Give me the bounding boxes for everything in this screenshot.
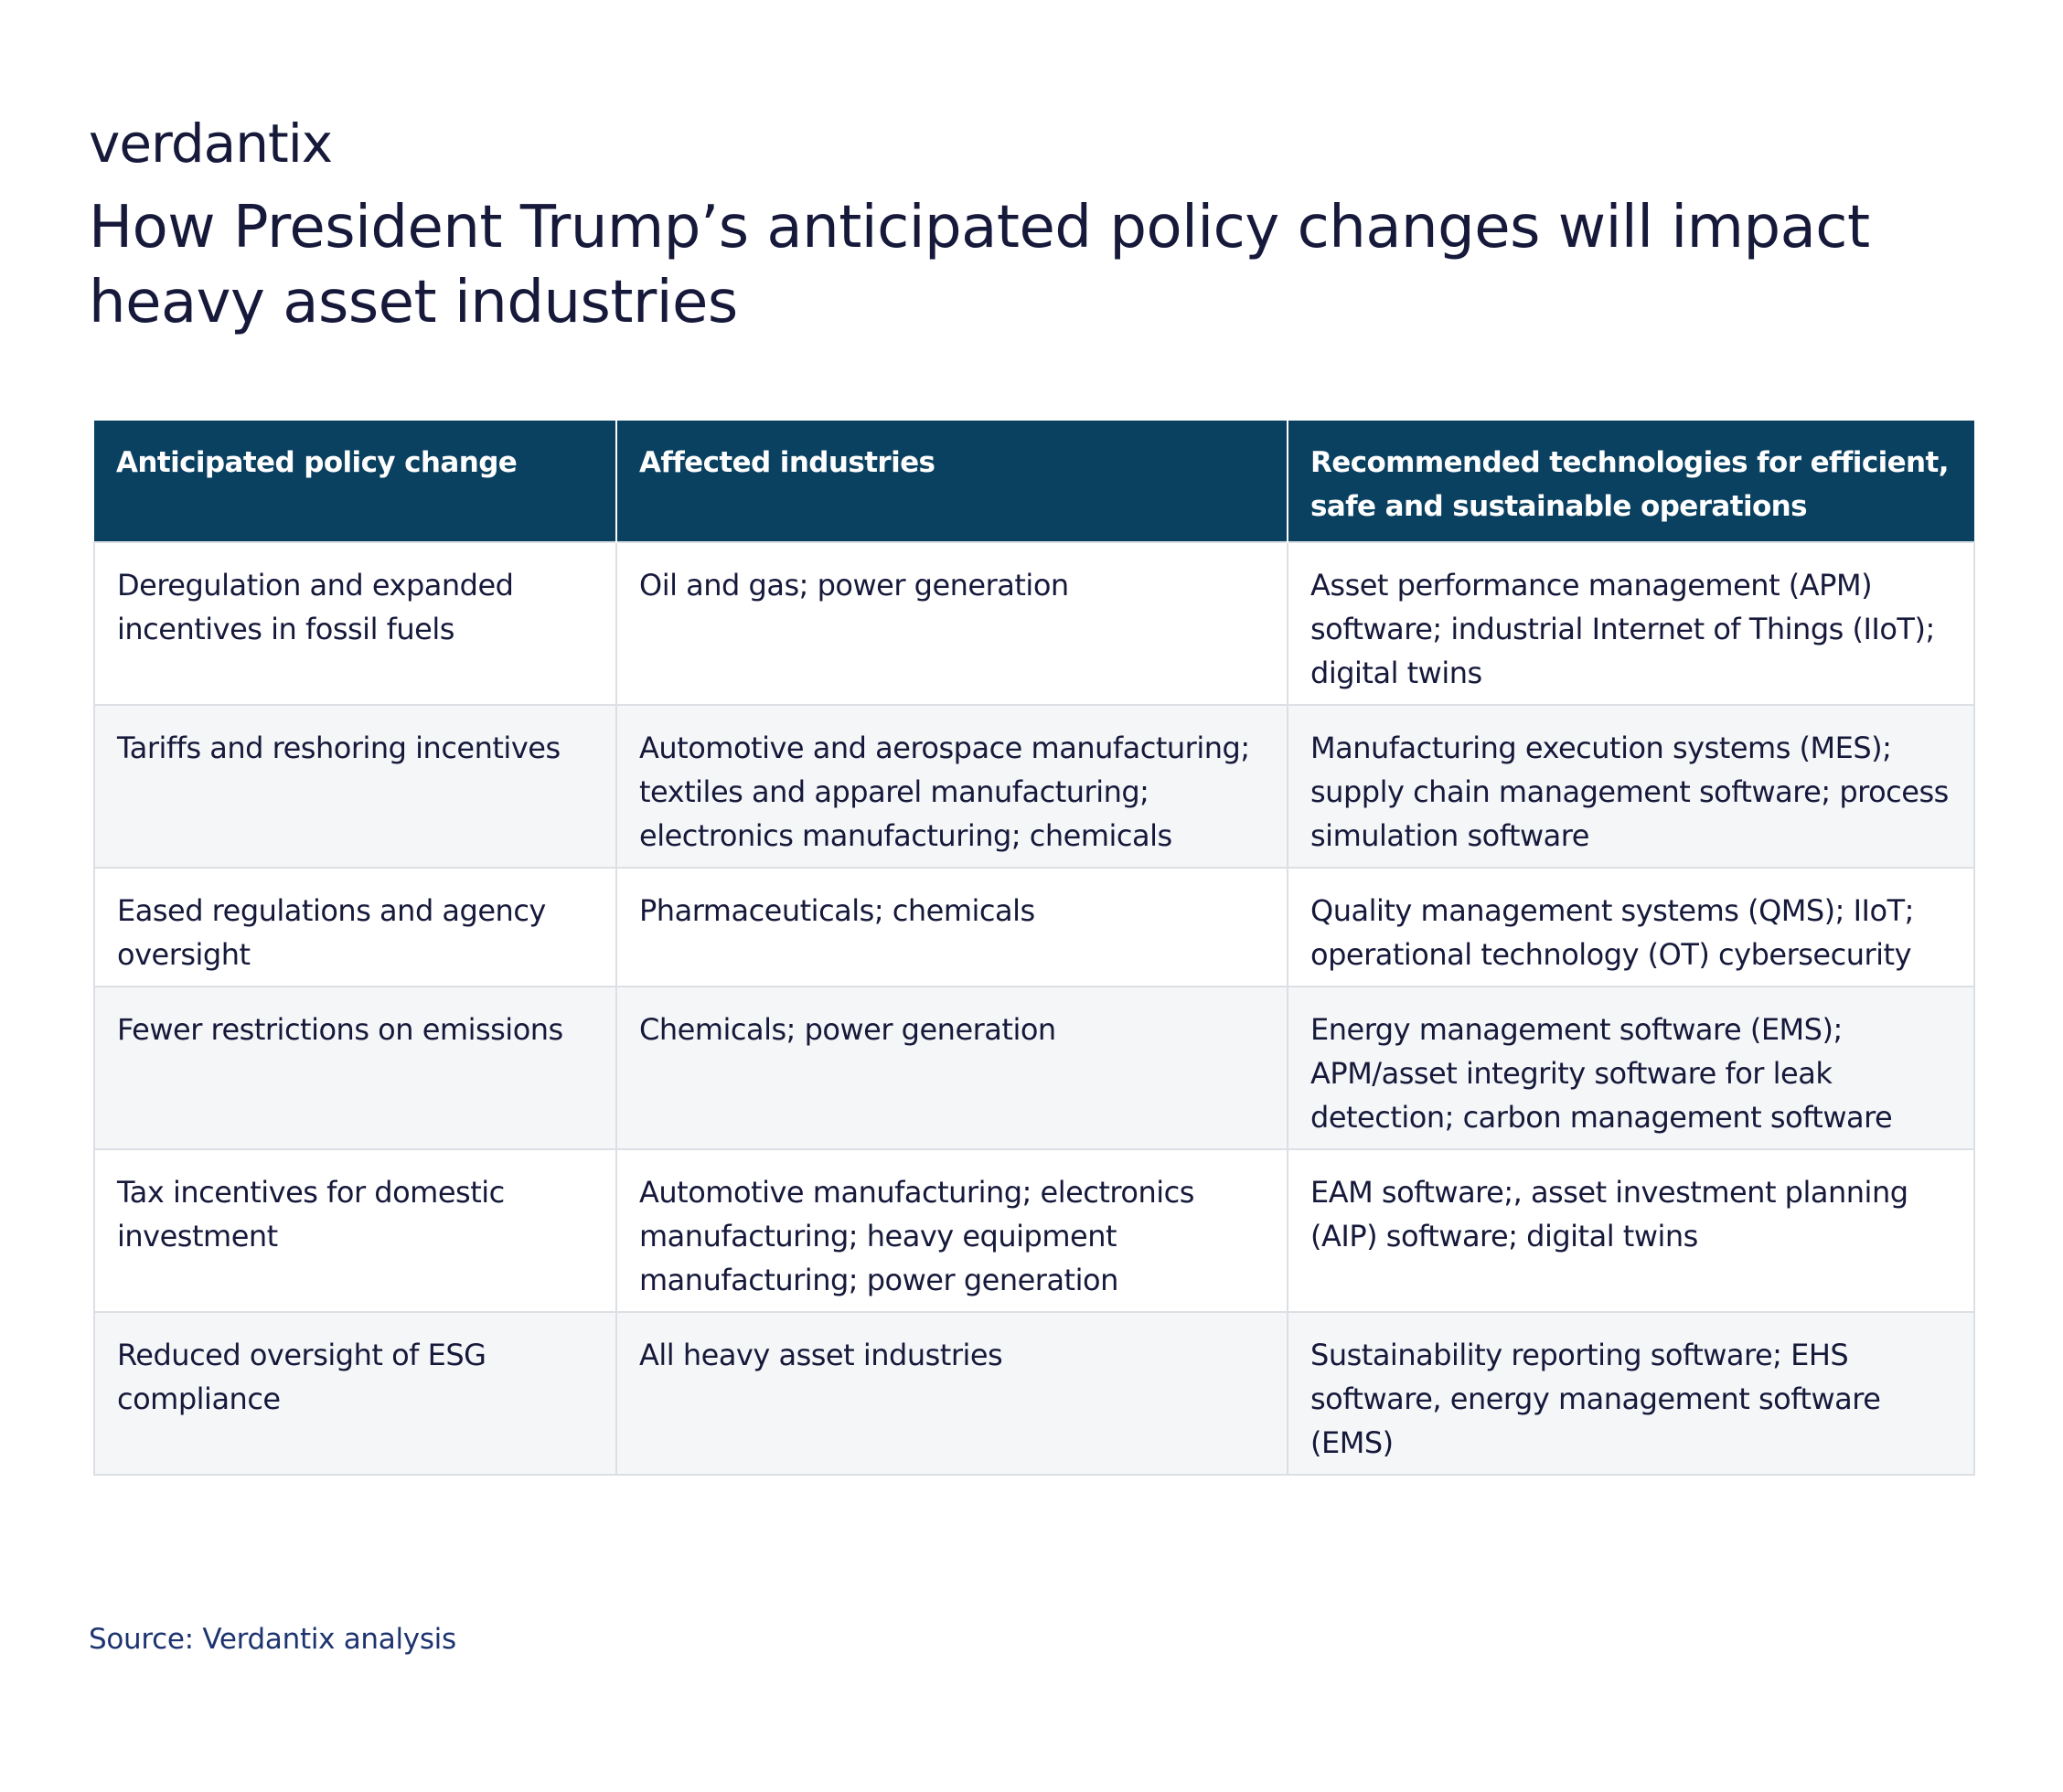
cell-affected-industries: Automotive and aerospace manufacturing; … bbox=[615, 704, 1288, 869]
cell-affected-industries: All heavy asset industries bbox=[615, 1311, 1288, 1476]
cell-policy-change: Deregulation and expanded incentives in … bbox=[93, 541, 617, 706]
table-body: Deregulation and expanded incentives in … bbox=[93, 541, 1975, 1476]
table-row: Reduced oversight of ESG compliance All … bbox=[93, 1311, 1975, 1476]
header-policy-change: Anticipated policy change bbox=[94, 421, 616, 542]
header-row: Anticipated policy change Affected indus… bbox=[94, 421, 1974, 542]
cell-recommended-technologies: Manufacturing execution systems (MES); s… bbox=[1287, 704, 1975, 869]
cell-recommended-technologies: EAM software;, asset investment planning… bbox=[1287, 1148, 1975, 1313]
cell-policy-change: Tariffs and reshoring incentives bbox=[93, 704, 617, 869]
page-title: How President Trump’s anticipated policy… bbox=[89, 194, 1870, 336]
cell-affected-industries: Pharmaceuticals; chemicals bbox=[615, 867, 1288, 987]
header-recommended-technologies: Recommended technologies for efficient, … bbox=[1287, 421, 1974, 542]
cell-policy-change: Reduced oversight of ESG compliance bbox=[93, 1311, 617, 1476]
cell-recommended-technologies: Quality management systems (QMS); IIoT; … bbox=[1287, 867, 1975, 987]
cell-recommended-technologies: Sustainability reporting software; EHS s… bbox=[1287, 1311, 1975, 1476]
cell-policy-change: Fewer restrictions on emissions bbox=[93, 986, 617, 1150]
table-row: Tax incentives for domestic investment A… bbox=[93, 1148, 1975, 1313]
cell-recommended-technologies: Energy management software (EMS); APM/as… bbox=[1287, 986, 1975, 1150]
policy-impact-table-container: Anticipated policy change Affected indus… bbox=[93, 421, 1975, 1476]
cell-affected-industries: Chemicals; power generation bbox=[615, 986, 1288, 1150]
source-note: Source: Verdantix analysis bbox=[89, 1623, 456, 1656]
cell-policy-change: Eased regulations and agency oversight bbox=[93, 867, 617, 987]
cell-recommended-technologies: Asset performance management (APM) softw… bbox=[1287, 541, 1975, 706]
cell-affected-industries: Oil and gas; power generation bbox=[615, 541, 1288, 706]
table-header: Anticipated policy change Affected indus… bbox=[94, 421, 1974, 542]
table-row: Eased regulations and agency oversight P… bbox=[93, 867, 1975, 987]
cell-policy-change: Tax incentives for domestic investment bbox=[93, 1148, 617, 1313]
header-affected-industries: Affected industries bbox=[615, 421, 1288, 542]
verdantix-logo: verdantix bbox=[89, 112, 333, 175]
table-row: Deregulation and expanded incentives in … bbox=[93, 541, 1975, 706]
cell-affected-industries: Automotive manufacturing; electronics ma… bbox=[615, 1148, 1288, 1313]
table-row: Fewer restrictions on emissions Chemical… bbox=[93, 986, 1975, 1150]
policy-impact-table: Anticipated policy change Affected indus… bbox=[93, 421, 1975, 1476]
table-row: Tariffs and reshoring incentives Automot… bbox=[93, 704, 1975, 869]
